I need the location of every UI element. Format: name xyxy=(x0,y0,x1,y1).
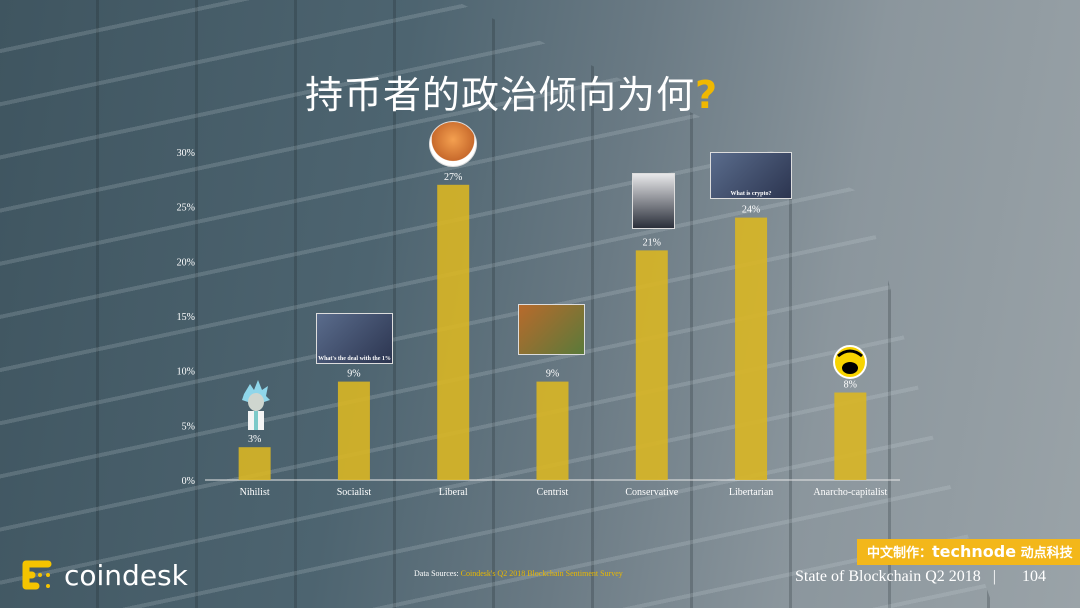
bar-socialist xyxy=(337,381,370,480)
coindesk-logo: coindesk xyxy=(20,558,188,592)
coindesk-logo-text: coindesk xyxy=(64,558,188,592)
data-label: 9% xyxy=(347,369,360,380)
report-name: State of Blockchain Q2 2018 xyxy=(795,568,981,585)
libertarian-image-caption: What is crypto? xyxy=(730,191,772,197)
title-question-mark: ? xyxy=(695,73,719,117)
footer: State of Blockchain Q2 2018 | 104 xyxy=(795,568,1046,586)
bar-nihilist xyxy=(238,447,271,480)
anarcho-capitalist-emoji-icon xyxy=(833,345,867,379)
page-title: 持币者的政治倾向为何? xyxy=(305,64,718,119)
y-tick-label: 25% xyxy=(177,203,195,214)
y-tick-label: 0% xyxy=(182,476,195,487)
source-text: Coindesk's Q2 2018 Blockchain Sentiment … xyxy=(460,569,623,578)
data-label: 9% xyxy=(546,369,559,380)
libertarian-image: What is crypto? xyxy=(710,152,792,199)
x-tick-label: Nihilist xyxy=(240,487,270,498)
badge-brand: technode xyxy=(932,542,1017,561)
footer-separator: | xyxy=(992,568,996,585)
data-label: 21% xyxy=(643,237,661,248)
socialist-image: What's the deal with the 1% xyxy=(316,313,393,364)
data-label: 3% xyxy=(248,434,261,445)
data-label: 8% xyxy=(844,380,857,391)
badge-prefix: 中文制作： xyxy=(867,546,933,561)
data-source: Data Sources: Coindesk's Q2 2018 Blockch… xyxy=(414,569,623,578)
socialist-image-caption: What's the deal with the 1% xyxy=(318,356,391,362)
coindesk-logo-icon xyxy=(22,560,52,590)
technode-badge: 中文制作：technode 动点科技 xyxy=(857,539,1080,565)
liberal-image xyxy=(429,121,477,167)
source-label: Data Sources: xyxy=(414,569,461,578)
x-tick-label: Anarcho-capitalist xyxy=(813,487,887,498)
nihilist-cartoon-icon xyxy=(242,380,270,430)
y-tick-label: 5% xyxy=(182,421,195,432)
bar-anarcho-capitalist xyxy=(834,392,867,480)
x-tick-label: Socialist xyxy=(337,487,372,498)
y-tick-label: 10% xyxy=(177,367,195,378)
bar-liberal xyxy=(437,184,470,481)
bar-conservative xyxy=(635,250,668,480)
data-label: 27% xyxy=(444,172,462,183)
bar-centrist xyxy=(536,381,569,480)
bar-libertarian xyxy=(735,217,768,480)
y-tick-label: 15% xyxy=(177,312,195,323)
x-tick-label: Liberal xyxy=(439,487,468,498)
x-tick-label: Libertarian xyxy=(729,487,773,498)
y-tick-label: 20% xyxy=(177,257,195,268)
data-label: 24% xyxy=(742,205,760,216)
page-number: 104 xyxy=(1021,568,1046,585)
y-tick-label: 30% xyxy=(177,148,195,159)
x-tick-label: Centrist xyxy=(537,487,569,498)
badge-suffix: 动点科技 xyxy=(1016,546,1073,561)
centrist-image xyxy=(518,304,585,355)
title-text: 持币者的政治倾向为何 xyxy=(305,73,696,117)
x-tick-label: Conservative xyxy=(625,487,678,498)
conservative-image xyxy=(632,173,675,229)
